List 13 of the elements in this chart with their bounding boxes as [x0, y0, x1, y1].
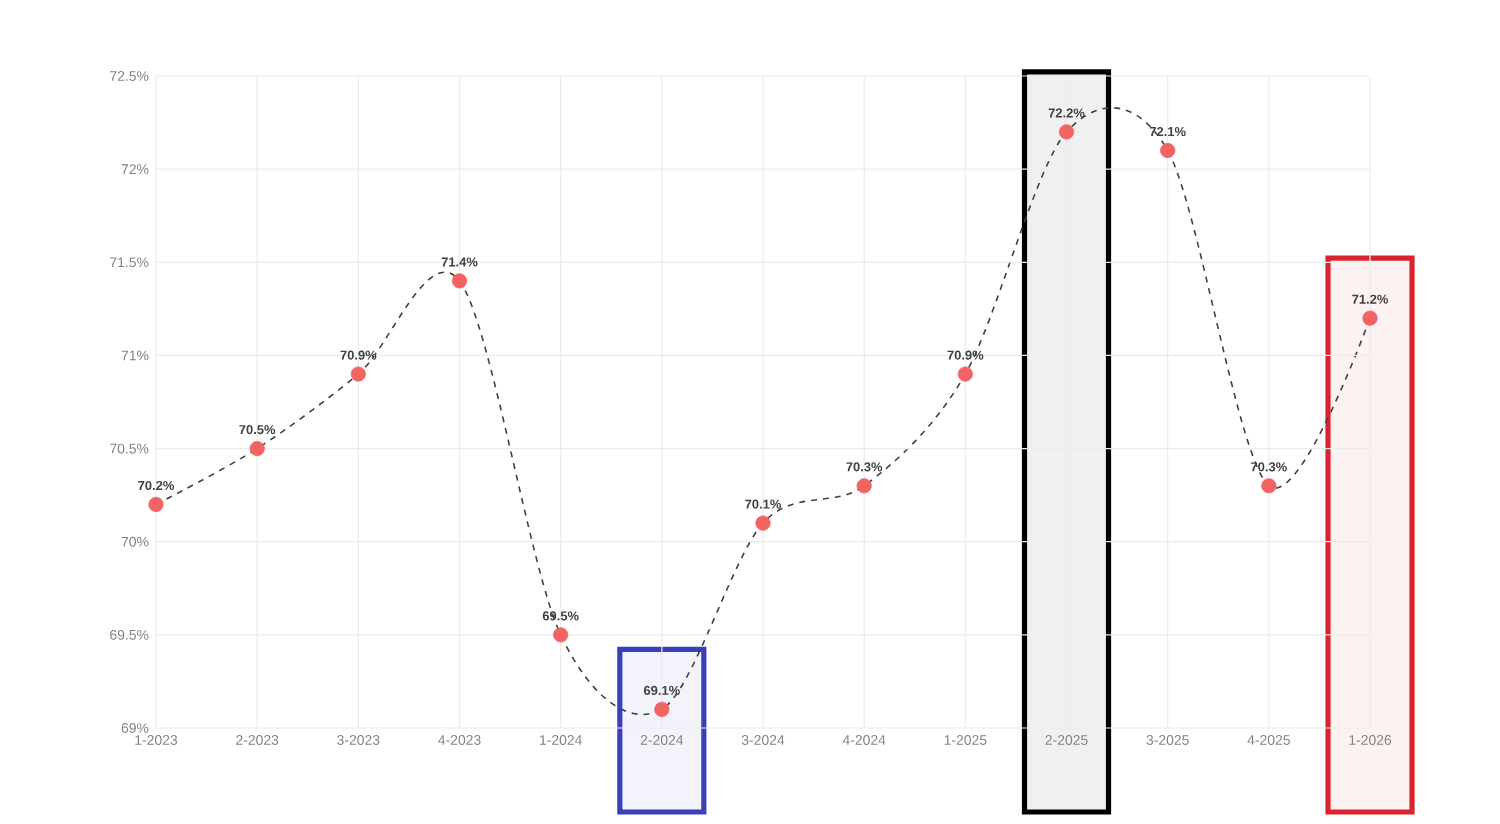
point	[553, 627, 569, 643]
point	[957, 366, 973, 382]
point	[451, 273, 468, 289]
point	[1058, 124, 1075, 140]
point	[249, 441, 265, 457]
point	[148, 496, 164, 513]
point	[1261, 478, 1277, 494]
point	[1362, 310, 1378, 326]
point	[755, 515, 771, 531]
point	[654, 701, 670, 717]
point	[350, 366, 366, 382]
point	[1160, 142, 1176, 159]
point	[856, 478, 872, 494]
